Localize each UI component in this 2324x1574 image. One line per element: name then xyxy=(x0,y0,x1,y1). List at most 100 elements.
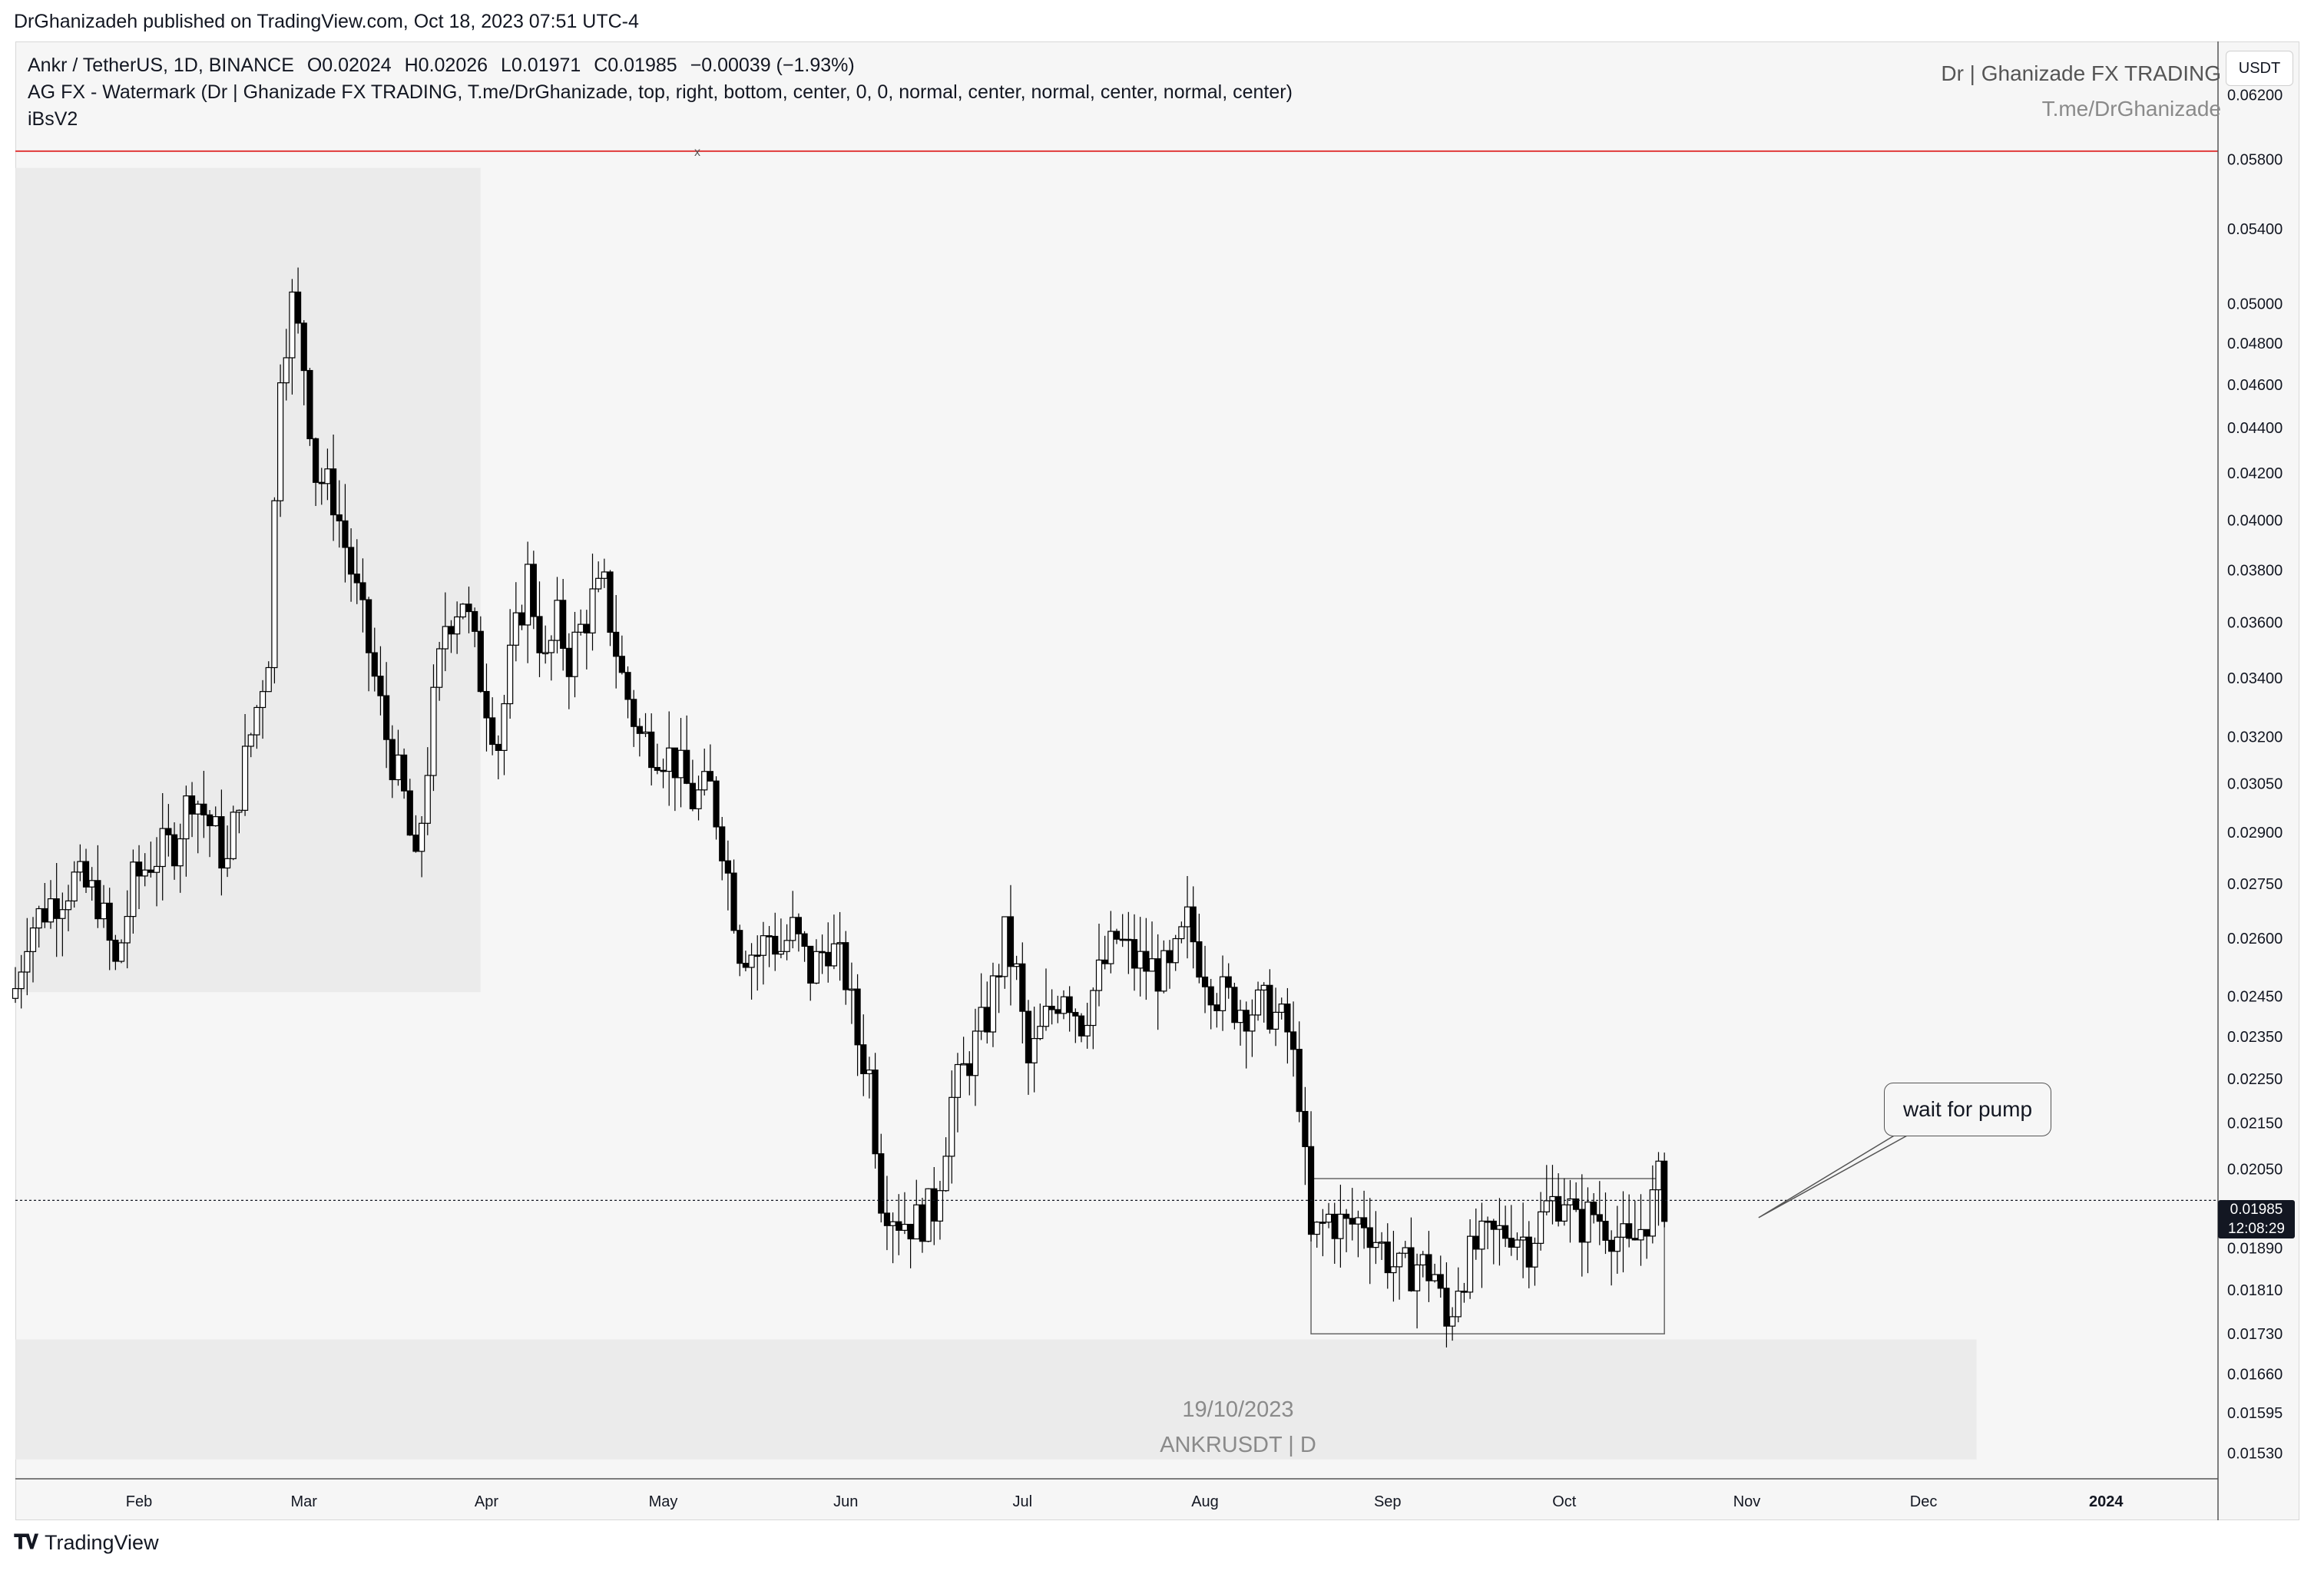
price-tick-label: 0.04800 xyxy=(2227,336,2283,352)
price-tick-label: 0.01890 xyxy=(2227,1240,2283,1257)
candle-down xyxy=(1644,1228,1650,1237)
current-price-value: 0.01985 xyxy=(2230,1202,2283,1218)
change-value: −0.00039 (−1.93%) xyxy=(690,55,855,76)
candle-up xyxy=(1137,951,1144,969)
candle-up xyxy=(942,1156,949,1192)
candle-up xyxy=(1538,1211,1544,1244)
candle-up xyxy=(118,942,125,962)
candle-up xyxy=(1467,1235,1474,1293)
candle-up xyxy=(960,1063,967,1066)
candle-down xyxy=(1461,1291,1468,1293)
candle-down xyxy=(565,647,572,677)
candle-down xyxy=(919,1204,926,1242)
price-tick-label: 0.01530 xyxy=(2227,1446,2283,1463)
candle-down xyxy=(406,790,413,836)
candle-up xyxy=(424,775,431,824)
time-tick-label: May xyxy=(649,1493,678,1510)
currency-unit-button[interactable]: USDT xyxy=(2226,51,2293,86)
candle-up xyxy=(18,971,25,990)
candle-up xyxy=(1337,1213,1344,1239)
candle-down xyxy=(353,574,360,584)
candle-up xyxy=(848,988,856,991)
candle-up xyxy=(324,468,331,484)
candle-down xyxy=(1443,1288,1450,1327)
price-tick-label: 0.02600 xyxy=(2227,931,2283,947)
candle-down xyxy=(742,963,749,968)
candle-down xyxy=(1490,1220,1497,1230)
candle-up xyxy=(1260,984,1267,991)
candle-up xyxy=(71,871,78,901)
candle-up xyxy=(1514,1239,1521,1248)
highlight-zone xyxy=(15,1339,1977,1460)
candle-up xyxy=(695,789,702,809)
candle-down xyxy=(613,631,620,657)
candle-down xyxy=(477,630,484,693)
candle-down xyxy=(1502,1225,1509,1239)
candle-up xyxy=(501,703,508,751)
price-tick-label: 0.01660 xyxy=(2227,1366,2283,1383)
price-tick-label: 0.03050 xyxy=(2227,775,2283,792)
candle-down xyxy=(1131,939,1138,969)
time-tick-label: Dec xyxy=(1910,1493,1938,1510)
candle-up xyxy=(1649,1189,1656,1237)
candle-down xyxy=(472,610,478,632)
candle-up xyxy=(989,975,997,1033)
low-label: L xyxy=(501,55,511,76)
candle-down xyxy=(995,975,1002,978)
candle-down xyxy=(495,743,502,751)
candle-down xyxy=(883,1212,891,1226)
candle-down xyxy=(1573,1198,1580,1210)
candle-down xyxy=(671,747,678,779)
candle-down xyxy=(383,695,390,740)
candle-up xyxy=(936,1190,944,1222)
time-tick-label: Oct xyxy=(1552,1493,1577,1510)
annotation-callout[interactable]: wait for pump xyxy=(1884,1083,2051,1136)
candle-down xyxy=(1143,951,1150,972)
candle-up xyxy=(259,691,266,709)
price-tick-label: 0.05000 xyxy=(2227,296,2283,312)
candle-down xyxy=(318,481,325,484)
candle-up xyxy=(925,1188,932,1242)
publisher-caption: DrGhanizadeh published on TradingView.co… xyxy=(14,11,639,32)
candle-down xyxy=(1213,1004,1220,1011)
time-tick-label: Feb xyxy=(126,1493,152,1510)
symbol-label[interactable]: Ankr / TetherUS, 1D, BINANCE xyxy=(28,55,294,76)
candle-up xyxy=(236,809,243,813)
candle-down xyxy=(607,571,614,633)
candle-down xyxy=(707,771,713,782)
candle-up xyxy=(948,1096,955,1157)
candle-down xyxy=(389,739,396,781)
candle-down xyxy=(1207,986,1214,1006)
candle-up xyxy=(760,935,766,956)
candle-down xyxy=(1296,1049,1303,1113)
candle-down xyxy=(300,322,307,372)
candle-down xyxy=(106,902,113,941)
candle-up xyxy=(1402,1247,1409,1254)
candle-up xyxy=(12,987,19,999)
candle-down xyxy=(1626,1223,1633,1239)
time-tick-label: Apr xyxy=(475,1493,498,1510)
candle-down xyxy=(1596,1214,1603,1222)
candle-up xyxy=(777,951,784,955)
price-tick-label: 0.05400 xyxy=(2227,221,2283,238)
candle-up xyxy=(141,869,148,877)
candle-up xyxy=(153,865,161,873)
indicator-watermark[interactable]: AG FX - Watermark (Dr | Ghanizade FX TRA… xyxy=(28,81,1293,103)
candle-up xyxy=(1449,1316,1456,1327)
candle-down xyxy=(618,656,625,673)
candle-up xyxy=(813,951,820,984)
candle-up xyxy=(1655,1160,1662,1191)
candle-down xyxy=(1007,916,1015,967)
watermark-symbol: ANKRUSDT | D xyxy=(1160,1433,1316,1457)
indicator-ibsv2[interactable]: iBsV2 xyxy=(28,108,78,130)
candle-up xyxy=(1390,1266,1397,1274)
candle-up xyxy=(595,577,602,590)
candle-down xyxy=(854,988,861,1046)
candle-down xyxy=(200,803,207,815)
candle-up xyxy=(276,382,284,501)
footer-brand[interactable]: 𝐓𝐕 TradingView xyxy=(14,1530,159,1555)
candle-up xyxy=(1431,1274,1438,1281)
candle-up xyxy=(265,666,272,693)
candle-up xyxy=(230,812,237,859)
